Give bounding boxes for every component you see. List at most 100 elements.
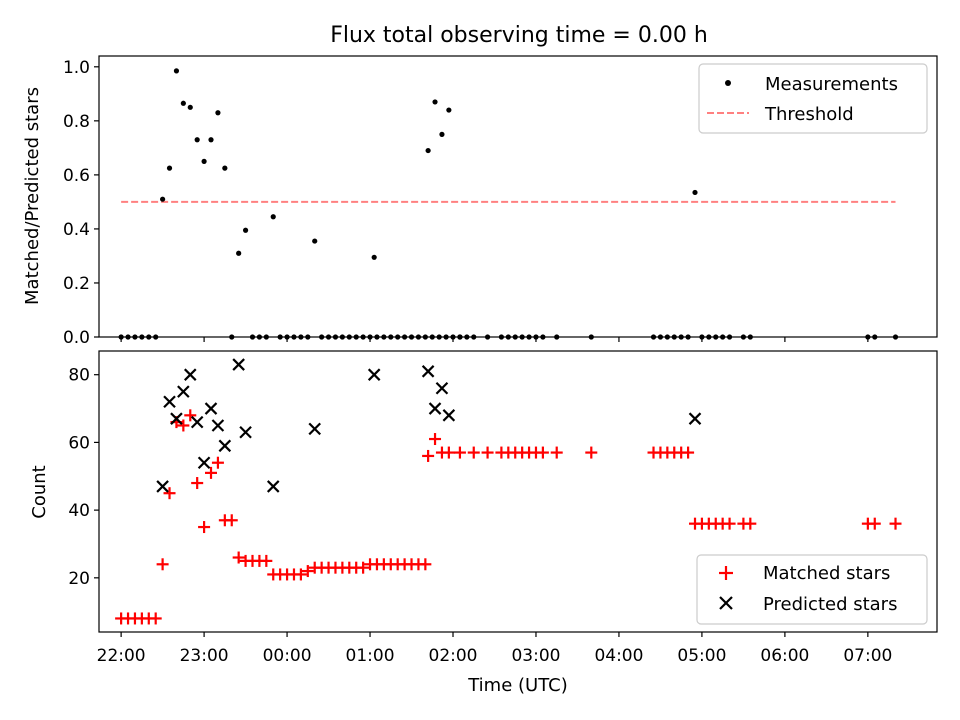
predicted-star-point <box>435 381 449 395</box>
matched-star-point <box>744 517 757 530</box>
measurement-point <box>371 254 377 260</box>
measurement-point <box>160 196 166 202</box>
bottom-x-tick-label: 00:00 <box>263 646 312 666</box>
predicted-star-point <box>232 358 245 371</box>
bottom-y-axis: 20 40 60 80 <box>68 366 99 589</box>
bottom-y-tick-label: 80 <box>68 366 90 386</box>
matched-star-point <box>429 433 442 446</box>
top-x-ticks <box>120 337 869 342</box>
matched-star-point <box>536 446 549 459</box>
bottom-x-tick-label: 06:00 <box>760 646 809 666</box>
top-y-axis: 0.0 0.2 0.4 0.6 0.8 1.0 <box>63 58 99 348</box>
top-axes-frame <box>98 55 938 338</box>
legend-matched-label: Matched stars <box>763 563 890 584</box>
bottom-x-tick-label: 04:00 <box>594 646 643 666</box>
matched-star-point <box>550 446 563 459</box>
matched-star-point <box>163 487 176 500</box>
matched-star-point <box>357 561 370 574</box>
bottom-plot-area <box>115 358 902 625</box>
top-y-tick-label: 0.4 <box>63 220 90 240</box>
bottom-panel: 20 40 60 80 22:00 23:00 00:00 01:00 02:00 03:00 0… <box>29 350 938 696</box>
top-panel: 0.0 0.2 0.4 0.6 0.8 1.0 Matched/Predicted sta… <box>22 55 938 348</box>
predicted-star-point <box>190 415 204 429</box>
measurement-point <box>166 165 173 171</box>
bottom-y-axis-label: Count <box>29 465 50 518</box>
predicted-star-point <box>308 422 322 436</box>
measurement-point <box>173 68 180 74</box>
measurement-point <box>215 110 221 116</box>
predicted-star-point <box>218 439 232 453</box>
matched-star-point <box>294 568 307 581</box>
legend-threshold-label: Threshold <box>764 104 854 125</box>
matched-star-point <box>198 521 211 534</box>
measurement-point <box>439 131 445 137</box>
x-axis-label: Time (UTC) <box>467 675 568 696</box>
matched-star-point <box>211 456 224 469</box>
bottom-y-tick-label: 40 <box>68 501 90 521</box>
top-y-tick-label: 0.0 <box>63 328 90 348</box>
bottom-axes-frame <box>98 350 938 633</box>
bottom-x-tick-label: 03:00 <box>511 646 560 666</box>
top-y-tick-label: 0.6 <box>63 166 90 186</box>
top-legend: Measurements Threshold <box>698 63 928 134</box>
top-y-tick-label: 0.2 <box>63 274 90 294</box>
matched-star-point <box>419 558 432 571</box>
measurement-point <box>432 99 438 105</box>
predicted-star-point <box>428 402 442 415</box>
bottom-legend: Matched stars Predicted stars <box>696 554 928 625</box>
legend-predicted-label: Predicted stars <box>763 594 897 615</box>
matched-star-point <box>149 612 162 625</box>
predicted-star-point <box>211 419 225 432</box>
measurement-point <box>446 107 452 113</box>
matched-star-point <box>191 477 204 490</box>
matched-star-point <box>723 517 736 530</box>
bottom-legend-box <box>696 554 928 625</box>
matched-star-point <box>301 565 314 578</box>
bottom-y-tick-label: 20 <box>68 569 90 589</box>
predicted-star-point <box>688 412 702 425</box>
predicted-star-point <box>239 425 252 439</box>
matched-star-point <box>453 446 466 459</box>
bottom-x-axis: 22:00 23:00 00:00 01:00 02:00 03:00 04:00 05:00… <box>97 632 892 666</box>
top-legend-box <box>698 63 928 134</box>
measurement-point <box>270 214 276 220</box>
bottom-x-tick-label: 22:00 <box>97 646 146 666</box>
legend-measurements-label: Measurements <box>765 74 898 95</box>
measurement-point <box>242 227 249 233</box>
matched-star-point <box>205 466 218 479</box>
bottom-y-tick-label: 60 <box>68 433 90 453</box>
bottom-x-tick-label: 01:00 <box>346 646 395 666</box>
bottom-x-tick-label: 05:00 <box>677 646 726 666</box>
matched-star-point <box>442 446 455 459</box>
measurement-point <box>208 137 214 143</box>
bottom-x-tick-label: 23:00 <box>180 646 229 666</box>
predicted-star-point <box>442 409 456 422</box>
matched-star-point <box>585 446 598 459</box>
measurement-point <box>194 137 200 143</box>
top-plot-area <box>118 68 899 340</box>
measurement-point <box>222 165 228 171</box>
chart-title: Flux total observing time = 0.00 h <box>330 23 708 48</box>
matched-star-point <box>177 419 190 432</box>
measurement-point <box>692 189 698 196</box>
matched-star-point <box>467 446 480 459</box>
matched-star-point <box>889 517 902 530</box>
predicted-star-point <box>183 368 197 381</box>
predicted-star-point <box>177 385 190 398</box>
measurement-point <box>201 158 207 164</box>
predicted-star-point <box>197 456 211 470</box>
predicted-star-point <box>156 480 169 493</box>
matched-star-point <box>422 449 435 462</box>
measurement-point <box>425 147 431 154</box>
predicted-star-point <box>204 402 218 415</box>
legend-measurements-marker <box>725 80 731 86</box>
predicted-star-point <box>170 412 183 425</box>
matched-star-point <box>156 558 169 571</box>
top-y-tick-label: 0.8 <box>63 112 90 132</box>
measurement-point <box>187 104 193 110</box>
measurement-point <box>180 100 186 106</box>
top-y-tick-label: 1.0 <box>63 58 90 78</box>
measurement-point <box>236 250 242 256</box>
matched-star-point <box>481 446 494 459</box>
